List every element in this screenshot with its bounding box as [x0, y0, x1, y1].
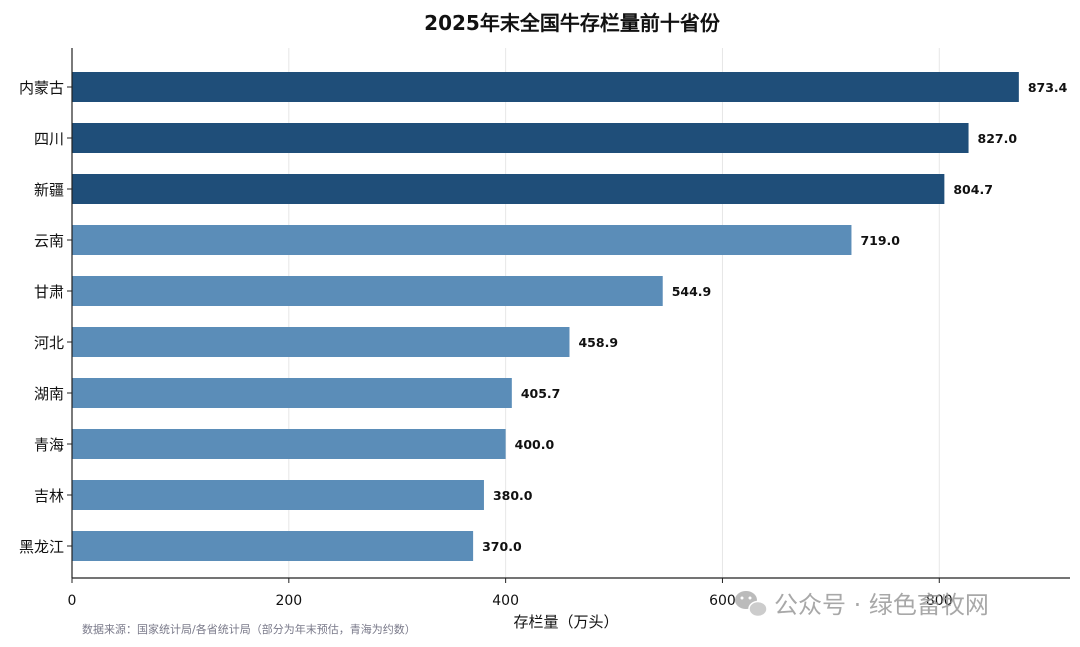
chart-title: 2025年末全国牛存栏量前十省份 — [424, 11, 721, 35]
data-label: 458.9 — [578, 335, 618, 350]
data-label: 827.0 — [978, 131, 1018, 146]
bars — [72, 72, 1019, 561]
bar — [72, 327, 570, 357]
data-label: 544.9 — [672, 284, 712, 299]
category-label: 河北 — [34, 334, 64, 352]
category-label: 青海 — [34, 436, 64, 454]
category-label: 云南 — [34, 232, 64, 250]
data-label: 370.0 — [482, 539, 522, 554]
data-label: 804.7 — [953, 182, 993, 197]
x-tick-label: 800 — [926, 593, 953, 609]
data-label: 380.0 — [493, 488, 533, 503]
bar — [72, 123, 969, 153]
source-note: 数据来源：国家统计局/各省统计局（部分为年末预估，青海为约数） — [82, 622, 416, 636]
x-tick-label: 200 — [275, 593, 302, 609]
category-label: 甘肃 — [34, 283, 64, 301]
data-labels: 873.4 827.0 804.7 719.0 544.9 458.9 405.7 400.0… — [482, 80, 1068, 554]
category-label: 黑龙江 — [19, 538, 64, 556]
bar — [72, 378, 512, 408]
axes — [71, 48, 1070, 579]
x-tick-labels: 0 200 400 600 800 — [68, 578, 953, 609]
x-tick-label: 600 — [709, 593, 736, 609]
x-tick-label: 400 — [492, 593, 519, 609]
x-tick-label: 0 — [68, 593, 77, 609]
bar — [72, 225, 852, 255]
bar — [72, 276, 663, 306]
category-label: 内蒙古 — [19, 79, 64, 97]
bar — [72, 72, 1019, 102]
bar — [72, 480, 484, 510]
data-label: 719.0 — [860, 233, 900, 248]
data-label: 400.0 — [515, 437, 555, 452]
bar — [72, 174, 945, 204]
watermark: 公众号 · 绿色畜牧网 — [735, 591, 989, 619]
category-label: 新疆 — [34, 181, 64, 199]
watermark-text: 公众号 · 绿色畜牧网 — [774, 591, 989, 619]
category-label: 湖南 — [34, 385, 64, 403]
bar — [72, 531, 474, 561]
category-label: 吉林 — [34, 487, 64, 505]
data-label: 405.7 — [521, 386, 561, 401]
data-label: 873.4 — [1028, 80, 1068, 95]
x-axis-label: 存栏量（万头） — [513, 613, 618, 631]
wechat-icon — [735, 591, 768, 618]
bar — [72, 429, 506, 459]
category-label: 四川 — [34, 130, 64, 148]
